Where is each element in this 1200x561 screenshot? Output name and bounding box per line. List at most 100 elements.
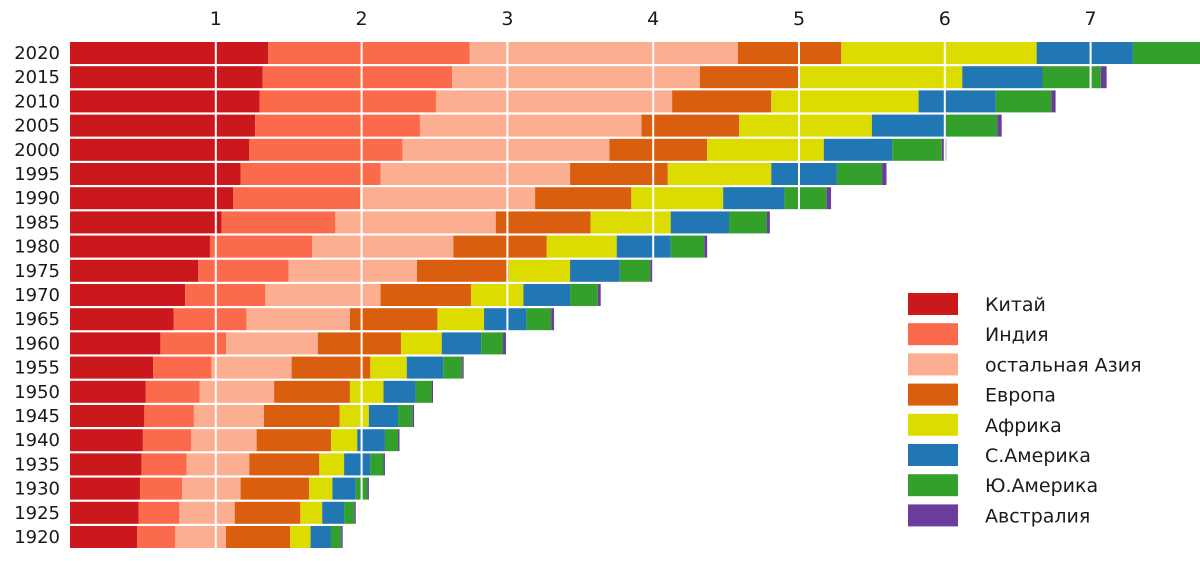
bar-segment [70,429,143,452]
bar-segment [182,477,241,500]
y-tick-label: 1930 [14,479,60,500]
bar-segment [383,380,416,403]
bar-segment [70,187,234,210]
bar-segment [330,526,342,548]
bar-segment [240,477,310,500]
bar-segment [526,308,552,331]
bar-segment [699,66,799,89]
bar-segment [523,284,571,306]
bar-segment [360,187,536,210]
bar-segment [670,211,730,234]
bar-segment [179,501,235,524]
bar-segment [234,501,301,524]
bar-segment [1051,90,1056,113]
x-tick-label: 7 [1085,8,1097,30]
legend-label: Индия [985,324,1049,346]
bar-segment [70,163,241,185]
y-tick-label: 1925 [14,503,60,524]
bar-segment [191,429,257,452]
bar-segment [435,90,673,113]
bar-segment [335,211,496,234]
bar-segment [70,114,256,137]
bar-segment [70,477,140,500]
bar-segment [836,163,883,185]
bar-segment [415,380,432,403]
bars-layer [70,42,1200,548]
bar-segment [400,332,442,355]
bar-segment [1100,66,1107,89]
bar-segment [546,235,617,258]
y-tick-label: 1920 [14,527,60,548]
bar-segment [70,526,138,548]
bar-segment [616,235,671,258]
x-tick-label: 5 [793,8,805,30]
bar-segment [962,66,1043,89]
bar-segment [570,284,598,306]
bar-segment [412,405,415,427]
bar-segment [349,380,384,403]
y-tick-label: 2010 [14,91,60,112]
bar-segment [70,356,154,379]
y-tick-label: 2005 [14,116,60,137]
bar-segment [784,187,827,210]
bar-segment [503,332,506,355]
y-tick-label: 1990 [14,188,60,209]
bar-segment [332,477,356,500]
bar-segment [670,235,705,258]
bar-segment [138,501,180,524]
bar-segment [841,42,1037,64]
bar-segment [233,187,361,210]
bar-segment [70,453,142,476]
bar-segment [240,163,381,185]
bar-segment [1132,42,1200,64]
legend: Китай Индия остальная Азия Европа Африка С.Ам… [908,293,1142,527]
bar-segment [193,405,264,427]
bar-segment [570,163,668,185]
bar-segment [481,332,504,355]
legend-label: Китай [985,294,1046,316]
bar-segment [330,429,358,452]
y-tick-label: 1955 [14,358,60,379]
bar-segment [384,429,399,452]
bar-segment [453,235,547,258]
bar-segment [918,90,996,113]
bar-segment [398,405,413,427]
y-tick-label: 1970 [14,285,60,306]
y-tick-label: 1940 [14,430,60,451]
bar-segment [641,114,740,137]
y-axis-ticks: 2020 2015 2010 2005 2000 1995 1990 1985 1980 1975… [14,43,60,548]
y-tick-label: 1945 [14,406,60,427]
bar-segment [484,308,527,331]
bar-segment [137,526,175,548]
bar-segment [173,308,247,331]
bar-segment [70,66,263,89]
y-tick-label: 1995 [14,164,60,185]
x-tick-label: 4 [647,8,659,30]
bar-segment [419,114,642,137]
legend-label: остальная Азия [985,354,1142,376]
bar-segment [823,138,893,161]
bar-segment [570,259,620,282]
bar-segment [944,114,998,137]
bar-segment [249,453,320,476]
bar-segment [274,380,350,403]
bar-segment [291,356,371,379]
bar-segment [354,501,356,524]
bar-segment [310,526,331,548]
y-tick-label: 1980 [14,237,60,258]
bar-segment [322,501,345,524]
bar-segment [70,308,174,331]
bar-segment [70,332,161,355]
legend-swatch [908,444,958,466]
bar-segment [402,138,610,161]
bar-segment [508,259,571,282]
bar-segment [288,259,417,282]
bar-segment [344,501,355,524]
bar-segment [535,187,632,210]
legend-swatch [908,413,958,436]
bar-segment [619,259,651,282]
legend-label: Ю.Америка [985,475,1098,497]
bar-segment [437,308,485,331]
bar-segment [349,308,438,331]
bar-segment [368,405,399,427]
